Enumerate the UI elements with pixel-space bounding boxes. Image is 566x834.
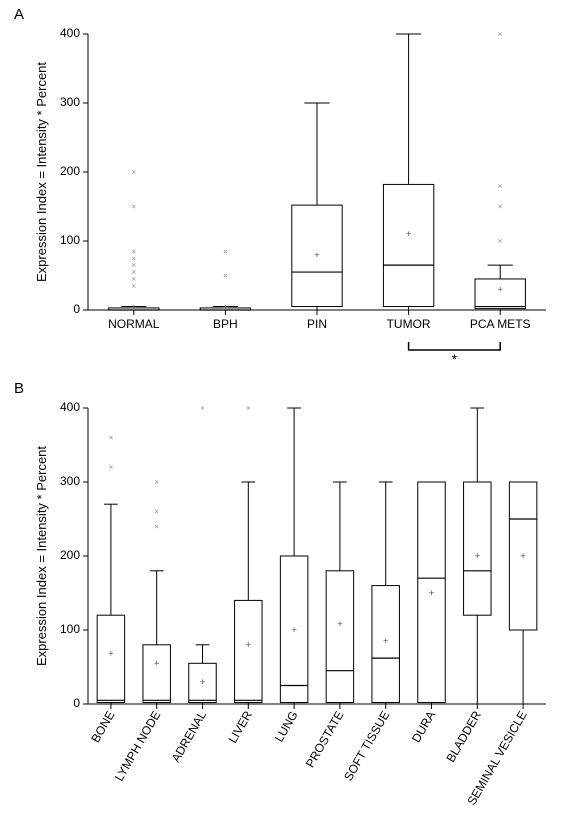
y-tick-label: 300	[60, 95, 80, 109]
outlier-marker: ×	[498, 30, 503, 39]
mean-marker: +	[429, 589, 435, 599]
y-axis-title: Expression Index = Intensity * Percent	[34, 62, 49, 282]
mean-marker: +	[383, 637, 389, 647]
mean-marker: +	[337, 620, 343, 630]
mean-marker: +	[497, 285, 503, 295]
x-tick-label: LYMPH NODE	[112, 709, 163, 784]
x-tick-label: NORMAL	[108, 317, 160, 331]
box	[143, 645, 170, 703]
boxplot-panel-a: 0 100 200 300 400 Expression Index = Intensit…	[0, 20, 566, 380]
outlier-marker: ×	[131, 247, 136, 256]
x-tick-label: LUNG	[272, 709, 301, 745]
boxplot-panel-b: 0 100 200 300 400 Expression Index = Intensit…	[0, 394, 566, 834]
y-tick-label: 200	[60, 548, 80, 562]
box	[235, 600, 262, 702]
outlier-marker: ×	[223, 247, 228, 256]
y-tick-label: 100	[60, 233, 80, 247]
figure-page: A 0100200300400Expression Index = Intens…	[0, 0, 566, 834]
x-tick-label: ADRENAL	[169, 708, 210, 764]
mean-marker: +	[406, 230, 412, 240]
outlier-marker: ×	[108, 463, 113, 472]
mean-marker: +	[291, 626, 297, 636]
y-axis-title: Expression Index = Intensity * Percent	[34, 446, 49, 666]
x-tick-label: BPH	[213, 317, 238, 331]
outlier-marker: ×	[131, 168, 136, 177]
mean-marker: +	[154, 659, 160, 669]
significance-bracket	[409, 342, 501, 350]
x-tick-label: LIVER	[225, 708, 255, 745]
y-tick-label: 300	[60, 474, 80, 488]
box	[383, 184, 433, 306]
y-tick-label: 100	[60, 622, 80, 636]
outlier-marker: ×	[154, 478, 159, 487]
outlier-marker: ×	[498, 237, 503, 246]
outlier-marker: ×	[154, 522, 159, 531]
outlier-marker: ×	[223, 271, 228, 280]
y-tick-label: 0	[73, 696, 80, 710]
x-tick-label: TUMOR	[387, 317, 431, 331]
outlier-marker: ×	[498, 181, 503, 190]
outlier-marker: ×	[108, 433, 113, 442]
outlier-marker: ×	[498, 202, 503, 211]
x-tick-label: BLADDER	[443, 708, 484, 764]
box	[326, 571, 353, 703]
mean-marker: +	[314, 250, 320, 260]
mean-marker: +	[520, 552, 526, 562]
outlier-marker: ×	[154, 507, 159, 516]
x-tick-label: SOFT TISSUE	[341, 709, 392, 784]
y-tick-label: 400	[60, 26, 80, 40]
x-tick-label: DURA	[409, 709, 438, 745]
outlier-marker: ×	[200, 404, 205, 413]
x-tick-label: PCA METS	[470, 317, 531, 331]
mean-marker: +	[108, 649, 114, 659]
y-tick-label: 400	[60, 400, 80, 414]
mean-marker: +	[246, 640, 252, 650]
x-tick-label: BONE	[88, 709, 117, 745]
mean-marker: +	[475, 552, 481, 562]
significance-star: *	[452, 351, 458, 367]
outlier-marker: ×	[246, 404, 251, 413]
box	[464, 482, 491, 615]
x-tick-label: PIN	[307, 317, 327, 331]
y-tick-label: 200	[60, 164, 80, 178]
mean-marker: +	[200, 677, 206, 687]
x-tick-label: PROSTATE	[303, 709, 347, 770]
outlier-marker: ×	[131, 202, 136, 211]
y-tick-label: 0	[73, 302, 80, 316]
